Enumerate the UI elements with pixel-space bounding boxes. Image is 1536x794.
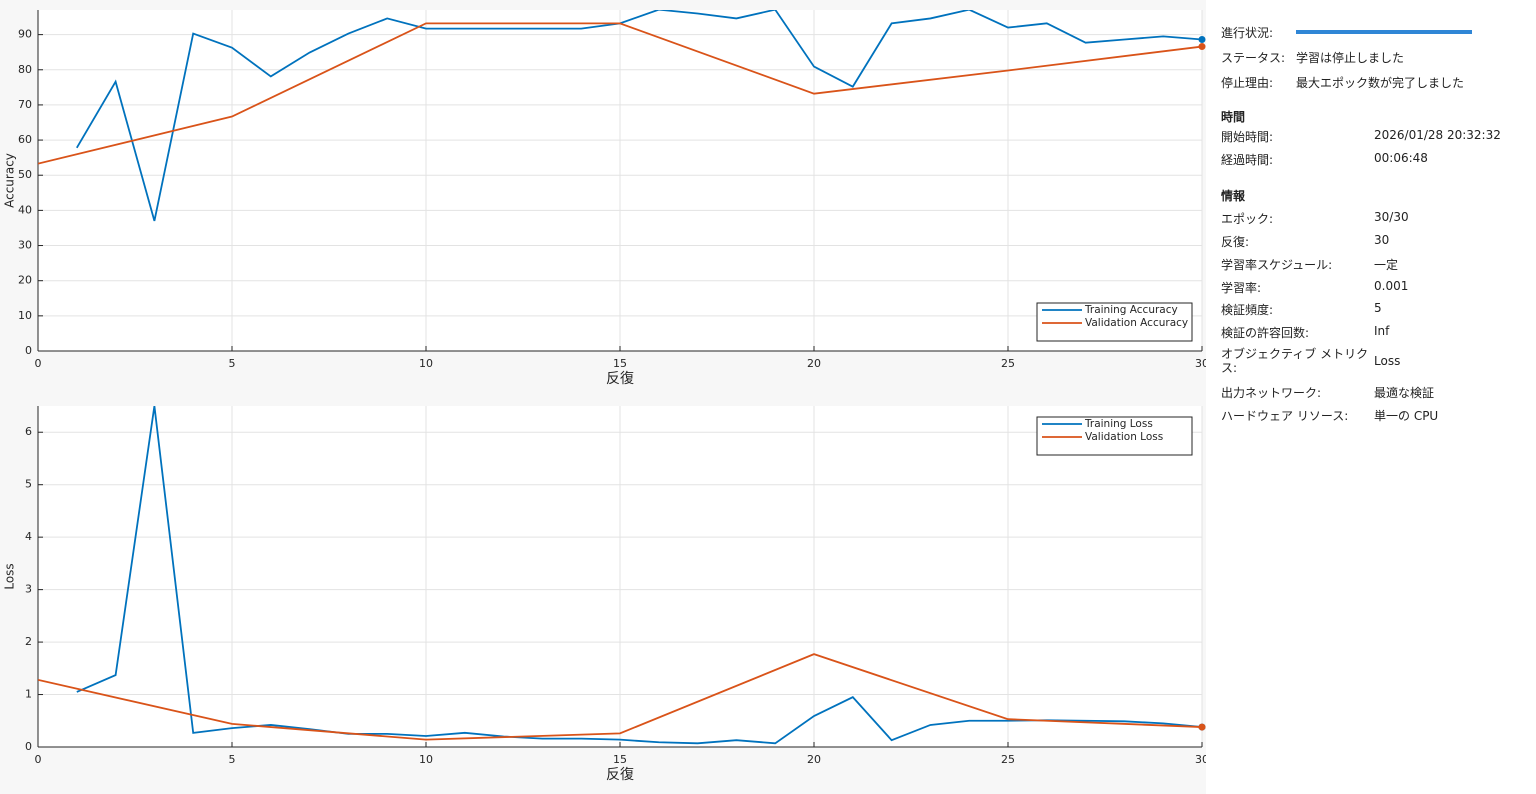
y-tick-label: 0: [25, 740, 32, 753]
field-label: 進行状況:: [1221, 26, 1274, 40]
legend-label: Training Loss: [1084, 418, 1153, 430]
y-axis-label: Accuracy: [3, 153, 17, 208]
y-tick-label: 3: [25, 583, 32, 596]
y-tick-label: 1: [25, 688, 32, 701]
field-label: 学習率:: [1221, 281, 1262, 295]
y-axis-label: Loss: [3, 563, 17, 589]
field-label: ハードウェア リソース:: [1221, 409, 1349, 423]
section-title: 情報: [1221, 189, 1246, 203]
field-label: 経過時間:: [1221, 153, 1274, 167]
y-tick-label: 2: [25, 635, 32, 648]
field-label: 出力ネットワーク:: [1221, 386, 1322, 400]
field-label: 停止理由:: [1221, 76, 1274, 90]
y-tick-label: 70: [18, 98, 32, 111]
field-label: 検証の許容回数:: [1221, 326, 1310, 340]
field-value: 30/30: [1374, 210, 1409, 224]
field-value: 学習は停止しました: [1296, 51, 1405, 65]
y-tick-label: 90: [18, 28, 32, 41]
y-tick-label: 6: [25, 425, 32, 438]
progress-bar: [1296, 30, 1472, 34]
y-tick-label: 50: [18, 168, 32, 181]
x-tick-label: 20: [807, 753, 821, 766]
x-tick-label: 5: [229, 357, 236, 370]
field-value: 0.001: [1374, 279, 1409, 293]
y-tick-label: 4: [25, 530, 32, 543]
series-line: [76, 406, 1202, 745]
x-tick-label: 30: [1195, 753, 1206, 766]
field-value: 5: [1374, 301, 1382, 315]
charts: 0 5 10 15 20 25 300102030405060708090反復Accurac…: [3, 10, 1206, 783]
field-value: 最大エポック数が完了しました: [1296, 76, 1465, 90]
legend-label: Validation Loss: [1085, 431, 1163, 443]
chart: 0 5 10 15 20 25 30 0 1 2 3 4 5 6 反復 Loss Training LossVa…: [3, 406, 1206, 783]
section-title: 時間: [1221, 110, 1246, 124]
y-tick-label: 20: [18, 274, 32, 287]
x-tick-label: 15: [613, 357, 627, 370]
x-tick-label: 25: [1001, 357, 1015, 370]
last-point: [1198, 36, 1206, 44]
series-line: [76, 10, 1202, 222]
x-tick-label: 20: [807, 357, 821, 370]
field-label: 学習率スケジュール:: [1221, 258, 1333, 272]
x-tick-label: 10: [419, 357, 433, 370]
field-label: 反復:: [1221, 235, 1250, 249]
y-tick-label: 10: [18, 309, 32, 322]
field-value: 2026/01/28 20:32:32: [1374, 128, 1501, 142]
field-value: 単一の CPU: [1374, 409, 1439, 423]
field-value: 最適な検証: [1374, 386, 1435, 400]
x-axis-label: 反復: [606, 370, 634, 387]
x-axis-label: 反復: [606, 766, 634, 783]
x-tick-label: 10: [419, 753, 433, 766]
field-value: 30: [1374, 233, 1390, 247]
x-tick-label: 25: [1001, 753, 1015, 766]
field-value: Inf: [1374, 324, 1390, 338]
last-point: [1198, 43, 1206, 51]
field-label: オブジェクティブ メトリクス:: [1221, 347, 1369, 375]
x-tick-label: 0: [35, 753, 42, 766]
series-line: [38, 22, 1202, 165]
y-tick-label: 80: [18, 63, 32, 76]
field-value: 00:06:48: [1374, 151, 1428, 165]
legend-label: Training Accuracy: [1084, 304, 1178, 316]
x-tick-label: 0: [35, 357, 42, 370]
x-tick-label: 15: [613, 753, 627, 766]
field-value: 一定: [1374, 258, 1399, 272]
last-point: [1198, 723, 1206, 731]
series-line: [38, 653, 1202, 741]
field-label: エポック:: [1221, 212, 1274, 226]
x-tick-label: 30: [1195, 357, 1206, 370]
y-tick-label: 40: [18, 203, 32, 216]
chart: 0 5 10 15 20 25 30 0 10 20 30 40 50 60 70 80 90 反復 Accurac…: [3, 10, 1206, 387]
info-panel: 進行状況: ステータス: 学習は停止しました停止理由: 最大エポック数が完了しました時…: [1206, 0, 1536, 794]
y-tick-label: 0: [25, 344, 32, 357]
y-tick-label: 60: [18, 133, 32, 146]
y-tick-label: 5: [25, 478, 32, 491]
y-tick-label: 30: [18, 239, 32, 252]
legend-label: Validation Accuracy: [1085, 317, 1188, 329]
field-label: 検証頻度:: [1221, 303, 1274, 317]
field-label: 開始時間:: [1221, 130, 1274, 144]
x-tick-label: 5: [229, 753, 236, 766]
field-label: ステータス:: [1221, 51, 1286, 65]
field-value: Loss: [1374, 354, 1401, 368]
